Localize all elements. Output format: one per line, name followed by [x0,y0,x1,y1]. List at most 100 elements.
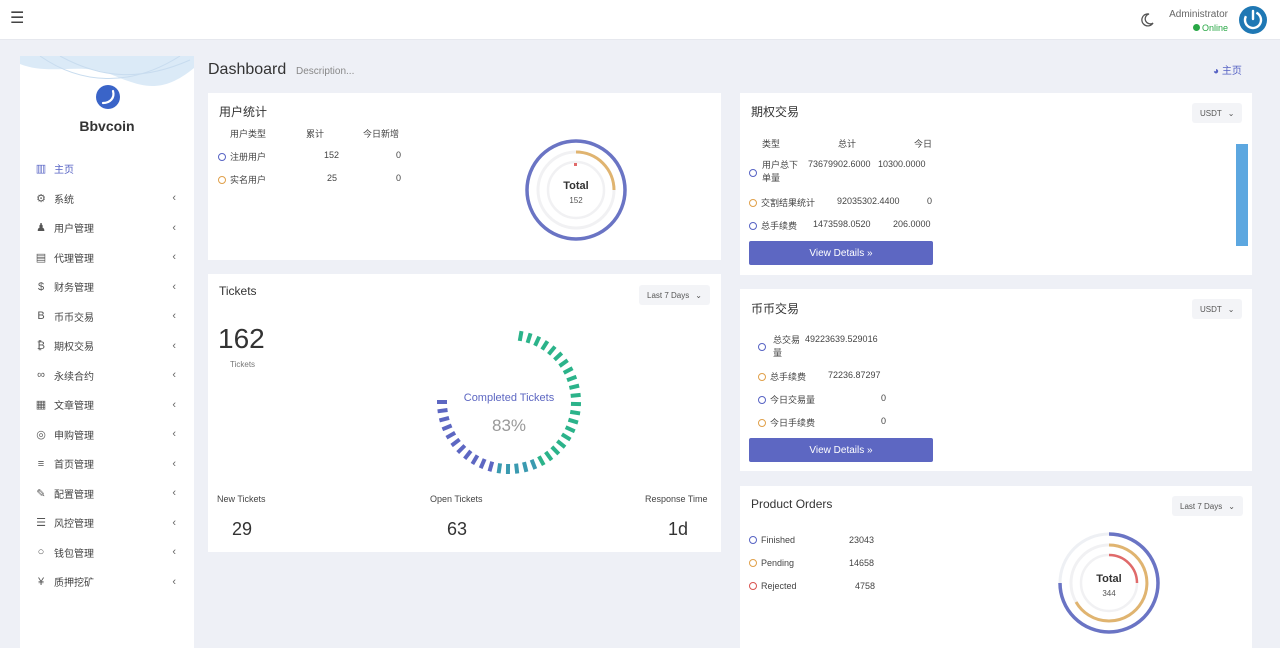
gauge-tick [438,415,450,423]
ring-icon [218,153,226,161]
response-time-label: Response Time [645,494,708,504]
sidebar-item-label: 期权交易 [54,342,94,354]
user-status: Online [1192,23,1228,33]
gauge-tick [562,366,574,375]
row-value: 49223639.529016 [805,334,878,344]
sidebar-item-label: 风控管理 [54,519,94,531]
row-type: 今日手续费 [770,418,816,428]
sidebar-item-2[interactable]: ⚙ 系统 ‹ [20,184,194,214]
row-type: 交割结果统计 [761,198,816,208]
col-header-type: 类型 [762,139,781,149]
gauge-tick [450,437,461,448]
options-scrollbar[interactable] [1236,144,1248,246]
options-view-details-button[interactable]: View Details » [749,241,933,265]
gauge-tick [487,461,495,472]
sidebar-item-label: 申购管理 [54,430,94,442]
gauge-tick [558,358,569,368]
avatar[interactable] [1239,6,1267,34]
user-stats-card: 用户统计 用户类型 累计 今日新增 注册用户 152 0 实名用户 25 0 T… [208,93,721,260]
sidebar-item-9[interactable]: ▦ 文章管理 ‹ [20,390,194,420]
link-icon: ∞ [37,369,45,382]
gauge-tick [544,450,554,462]
gauge-tick [517,330,524,342]
sidebar-item-label: 首页管理 [54,460,94,472]
donut-value: 152 [569,196,583,205]
user-total-donut: Total 152 [525,139,627,241]
sidebar: Bbvcoin ▥ 主页 ⚙ 系统 ‹ ♟ 用户管理 ‹ ▤ 代理管理 ‹ $ 财务管理 ‹ B 币币交易 ‹ ₿… [20,56,194,648]
row-label: Rejected [761,581,797,591]
gauge-tick [470,454,480,466]
donut-value: 344 [1102,589,1116,598]
row-total: 1473598.0520 [813,219,871,229]
top-header: ☰ Administrator Online [0,0,1280,40]
sidebar-item-4[interactable]: ▤ 代理管理 ‹ [20,243,194,273]
sidebar-item-12[interactable]: ✎ 配置管理 ‹ [20,479,194,509]
sidebar-item-13[interactable]: ☰ 风控管理 ‹ [20,508,194,538]
chevron-left-icon: ‹ [172,339,176,352]
sidebar-item-label: 财务管理 [54,283,94,295]
ring-icon [218,176,226,184]
user-name[interactable]: Administrator [1169,9,1228,20]
col-header-today: 今日 [914,139,933,149]
gauge-label: Completed Tickets [464,392,555,404]
chevron-left-icon: ‹ [172,516,176,529]
gauge-tick [496,463,503,474]
breadcrumb[interactable]: ◕ 主页 [1213,62,1242,77]
donut-label: Total [1096,573,1121,585]
list-ul-icon: ☰ [36,517,46,530]
sidebar-item-11[interactable]: ≡ 首页管理 ‹ [20,449,194,479]
button-label: View Details [809,444,865,456]
chevron-left-icon: ‹ [172,398,176,411]
sidebar-item-label: 质押挖矿 [54,578,94,590]
sidebar-item-label: 代理管理 [54,253,94,265]
coin-currency-select[interactable]: USDT ⌄ [1192,299,1243,319]
ring-icon [758,419,766,427]
completed-tickets-gauge: Completed Tickets 83% [437,330,582,475]
response-time-value: 1d [668,519,689,539]
currency-label: USDT [1200,108,1222,118]
dollar-icon: $ [37,280,45,293]
gauge-tick [533,335,542,347]
brand-name: Bbvcoin [79,118,135,134]
breadcrumb-label: 主页 [1221,66,1242,77]
sidebar-item-5[interactable]: $ 财务管理 ‹ [20,272,194,302]
chevron-left-icon: ‹ [172,487,176,500]
gear-icon: ⚙ [36,192,46,205]
sidebar-item-label: 文章管理 [54,401,94,413]
gauge-tick [514,463,520,474]
ring-icon [749,199,757,207]
sidebar-item-8[interactable]: ∞ 永续合约 ‹ [20,361,194,391]
tickets-total: 162 [218,323,265,354]
col-header-total: 总计 [838,139,857,149]
sidebar-item-6[interactable]: B 币币交易 ‹ [20,302,194,332]
tickets-range-select[interactable]: Last 7 Days ⌄ [639,285,710,305]
sidebar-item-15[interactable]: ¥ 质押挖矿 ‹ [20,567,194,597]
tickets-title: Tickets [219,284,257,298]
ring-icon [758,373,766,381]
sidebar-item-label: 主页 [54,165,74,177]
double-chevron-right-icon: » [867,444,873,456]
user-status-label: Online [1201,23,1228,33]
sidebar-item-3[interactable]: ♟ 用户管理 ‹ [20,213,194,243]
hamburger-icon[interactable]: ☰ [10,10,25,27]
options-currency-select[interactable]: USDT ⌄ [1192,103,1243,123]
sidebar-item-10[interactable]: ◎ 申购管理 ‹ [20,420,194,450]
table-row: 今日手续费 [758,416,815,429]
product-orders-card: Product Orders Last 7 Days ⌄ Finished 230… [740,486,1252,648]
sidebar-item-1[interactable]: ▥ 主页 [20,154,194,184]
sidebar-item-7[interactable]: ₿ 期权交易 ‹ [20,331,194,361]
row-today: 206.0000 [893,219,931,229]
moon-icon[interactable] [1139,12,1155,28]
sidebar-item-14[interactable]: ○ 钱包管理 ‹ [20,538,194,568]
tickets-card: Tickets Last 7 Days ⌄ 162 Tickets Complet… [208,274,721,552]
sidebar-item-label: 用户管理 [54,224,94,236]
range-label: Last 7 Days [647,290,690,300]
orders-range-select[interactable]: Last 7 Days ⌄ [1172,496,1243,516]
chevron-down-icon: ⌄ [695,290,702,300]
table-row: 注册用户 [218,150,266,163]
coin-view-details-button[interactable]: View Details » [749,438,933,462]
brand-logo [96,85,120,109]
currency-label: USDT [1200,304,1222,314]
sidebar-item-label: 配置管理 [54,489,94,501]
ring-icon [749,582,757,590]
